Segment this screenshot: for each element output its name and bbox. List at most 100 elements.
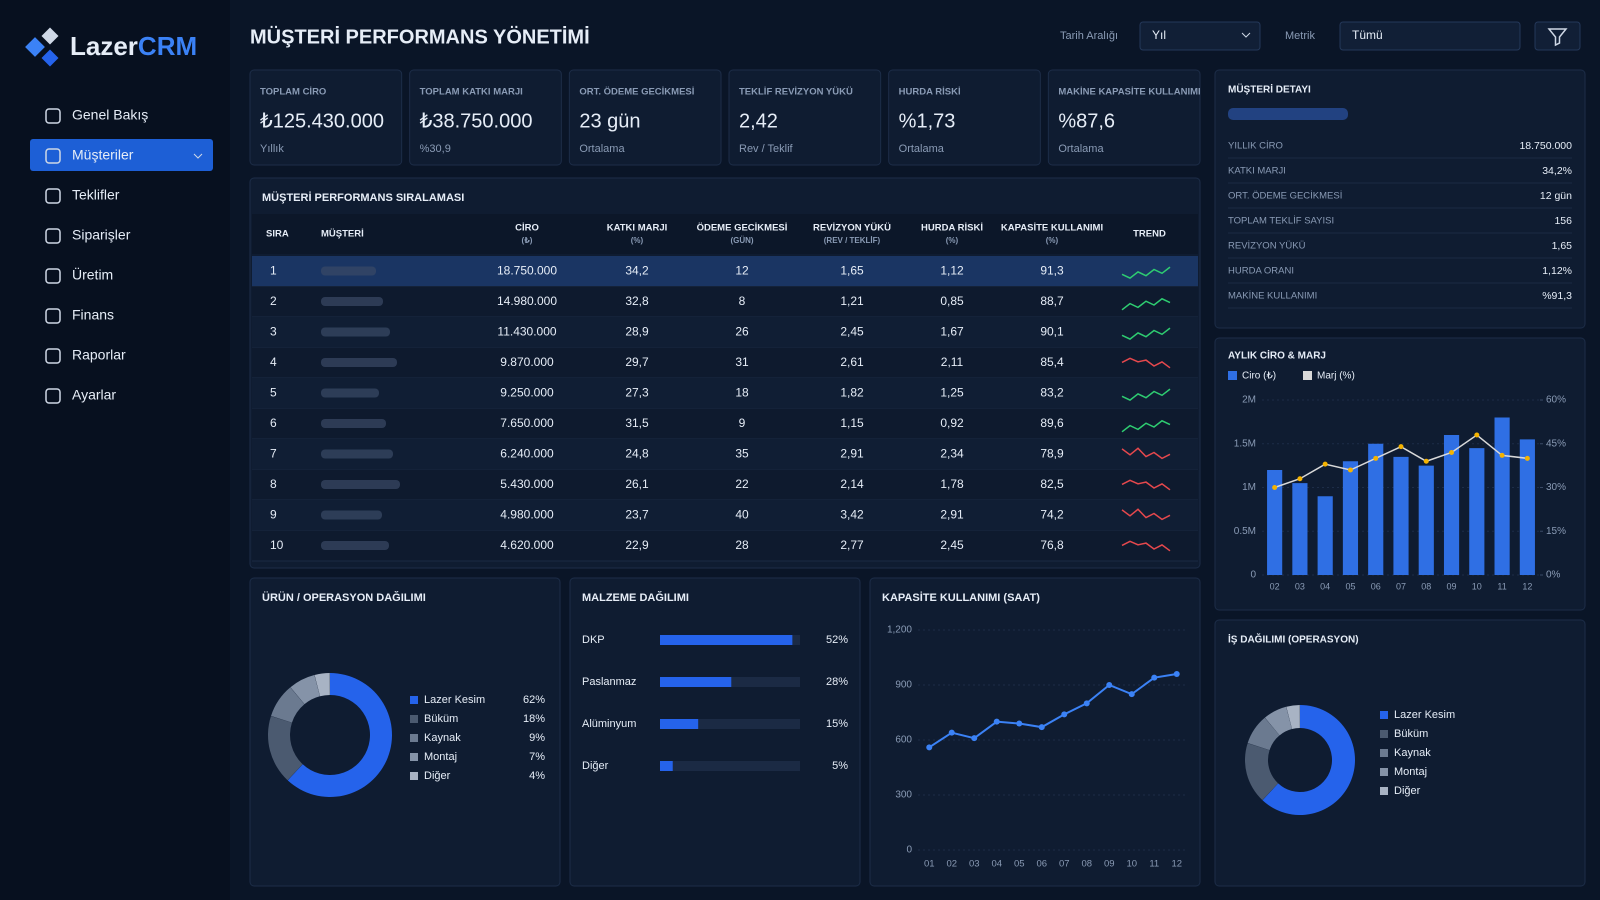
page-title: MÜŞTERİ PERFORMANS YÖNETİMİ (250, 25, 590, 48)
x-tick-label: 06 (1036, 859, 1047, 870)
detail-value: 18.750.000 (1519, 140, 1572, 152)
legend-swatch (1380, 749, 1388, 757)
trend-sparkline (1121, 266, 1171, 279)
margin-point (1373, 455, 1379, 461)
table-row[interactable]: 3 11.430.000 28,9 26 2,45 1,67 90,1 (252, 317, 1198, 348)
legend-swatch (410, 715, 418, 723)
x-tick-label: 07 (1396, 581, 1406, 591)
cell: 1,67 (940, 325, 964, 339)
kpi-value: ₺38.750.000 (420, 110, 533, 132)
bar (1519, 439, 1535, 575)
customer-blur (321, 327, 390, 337)
donut-segment (1286, 705, 1300, 730)
nav-item[interactable]: Siparişler (45, 227, 131, 244)
table-header: MÜŞTERİ (321, 229, 364, 240)
x-tick-label: 10 (1472, 581, 1482, 591)
legend-label: Montaj (424, 751, 457, 763)
x-tick-label: 01 (924, 859, 935, 870)
cell: 26,1 (625, 477, 649, 491)
donut-segment (271, 687, 305, 723)
cell: 18.750.000 (497, 264, 557, 278)
table-header: SIRA (266, 229, 289, 240)
panel (569, 577, 861, 887)
capacity-point (926, 744, 933, 751)
cell: 0,92 (940, 416, 964, 430)
customer-blur (321, 297, 383, 306)
row-bg (252, 439, 1198, 470)
table-row[interactable]: 2 14.980.000 32,8 8 1,21 0,85 88,7 (252, 286, 1198, 318)
y-tick-label: 300 (895, 790, 912, 801)
filter-icon (1547, 28, 1568, 47)
donut-segment (1244, 743, 1279, 801)
row-bg (252, 286, 1198, 317)
cell: 27,3 (625, 386, 649, 400)
cell: 2,34 (940, 447, 964, 461)
nav-label: Raporlar (72, 347, 126, 363)
row-bg (252, 408, 1198, 439)
cell: 29,7 (625, 355, 649, 369)
detail-value: 34,2% (1542, 165, 1572, 177)
x-tick-label: 03 (969, 859, 980, 870)
table-row[interactable]: 9 4.980.000 23,7 40 3,42 2,91 74,2 (252, 500, 1198, 531)
table-row[interactable]: 1 18.750.000 34,2 12 1,65 1,12 91,3 (252, 256, 1198, 287)
value-label: 15% (826, 718, 848, 730)
brand-prefix: Lazer (70, 31, 138, 61)
table-row[interactable]: 6 7.650.000 31,5 9 1,15 0,92 89,6 (252, 408, 1198, 440)
nav-icon (45, 268, 61, 284)
legend-label: Lazer Kesim (1394, 709, 1455, 721)
table-row[interactable]: 10 4.620.000 22,9 28 2,77 2,45 76,8 (252, 530, 1198, 562)
y2-tick-label: 30% (1546, 482, 1566, 493)
y-tick-label: 0 (906, 845, 912, 856)
chart-title: MALZEME DAĞILIMI (582, 591, 689, 604)
cell: 0,85 (940, 294, 964, 308)
nav-item[interactable]: Teklifler (45, 187, 120, 204)
cell: 91,3 (1040, 264, 1064, 278)
nav-label: Müşteriler (72, 147, 134, 163)
margin-point (1449, 450, 1455, 455)
cell: 76,8 (1040, 538, 1064, 552)
rank: 9 (270, 508, 277, 522)
legend-label: Diğer (1394, 785, 1421, 797)
table-row[interactable]: 5 9.250.000 27,3 18 1,82 1,25 83,2 (252, 378, 1198, 409)
nav-item[interactable]: Raporlar (45, 347, 126, 364)
legend-swatch (1228, 371, 1237, 380)
date-select[interactable] (1139, 21, 1261, 51)
donut-segment (1264, 706, 1292, 736)
filter-button[interactable] (1534, 21, 1581, 51)
legend-label: Lazer Kesim (424, 694, 485, 706)
filter-label: Metrik (1285, 30, 1315, 42)
table-row[interactable]: 4 9.870.000 29,7 31 2,61 2,11 85,4 (252, 347, 1198, 379)
cell: 5.430.000 (500, 477, 554, 491)
cell: 6.240.000 (500, 447, 554, 461)
metric-select[interactable] (1339, 21, 1521, 51)
nav-label: Ayarlar (72, 387, 116, 403)
nav-item[interactable]: Müşteriler (30, 139, 213, 171)
x-tick-label: 04 (1320, 581, 1330, 591)
y2-tick-label: 45% (1546, 438, 1566, 449)
legend-swatch (410, 696, 418, 704)
table-row[interactable]: 8 5.430.000 26,1 22 2,14 1,78 82,5 (252, 469, 1198, 501)
panel (249, 577, 561, 887)
kpi-label: HURDA RİSKİ (899, 87, 961, 98)
chart-title: AYLIK CİRO & MARJ (1228, 349, 1326, 362)
nav-active-bg (30, 139, 213, 171)
category-label: Alüminyum (582, 718, 636, 730)
table-row[interactable]: 7 6.240.000 24,8 35 2,91 2,34 78,9 (252, 439, 1198, 470)
rank: 2 (270, 294, 277, 308)
nav-item[interactable]: Finans (45, 307, 114, 324)
logo-mark (41, 49, 59, 67)
nav-label: Finans (72, 307, 114, 323)
cell: 26 (735, 325, 749, 339)
nav-item[interactable]: Genel Bakış (45, 107, 148, 124)
capacity-point (1038, 724, 1045, 731)
nav-label: Genel Bakış (72, 107, 148, 123)
cell: 31 (735, 355, 749, 369)
margin-point (1499, 452, 1505, 458)
y-tick-label: 1.5M (1234, 438, 1256, 449)
nav-item[interactable]: Üretim (45, 266, 113, 284)
cell: 28,9 (625, 325, 649, 339)
cell: 2,11 (941, 355, 964, 369)
x-tick-label: 10 (1126, 859, 1137, 870)
nav-item[interactable]: Ayarlar (45, 387, 116, 404)
